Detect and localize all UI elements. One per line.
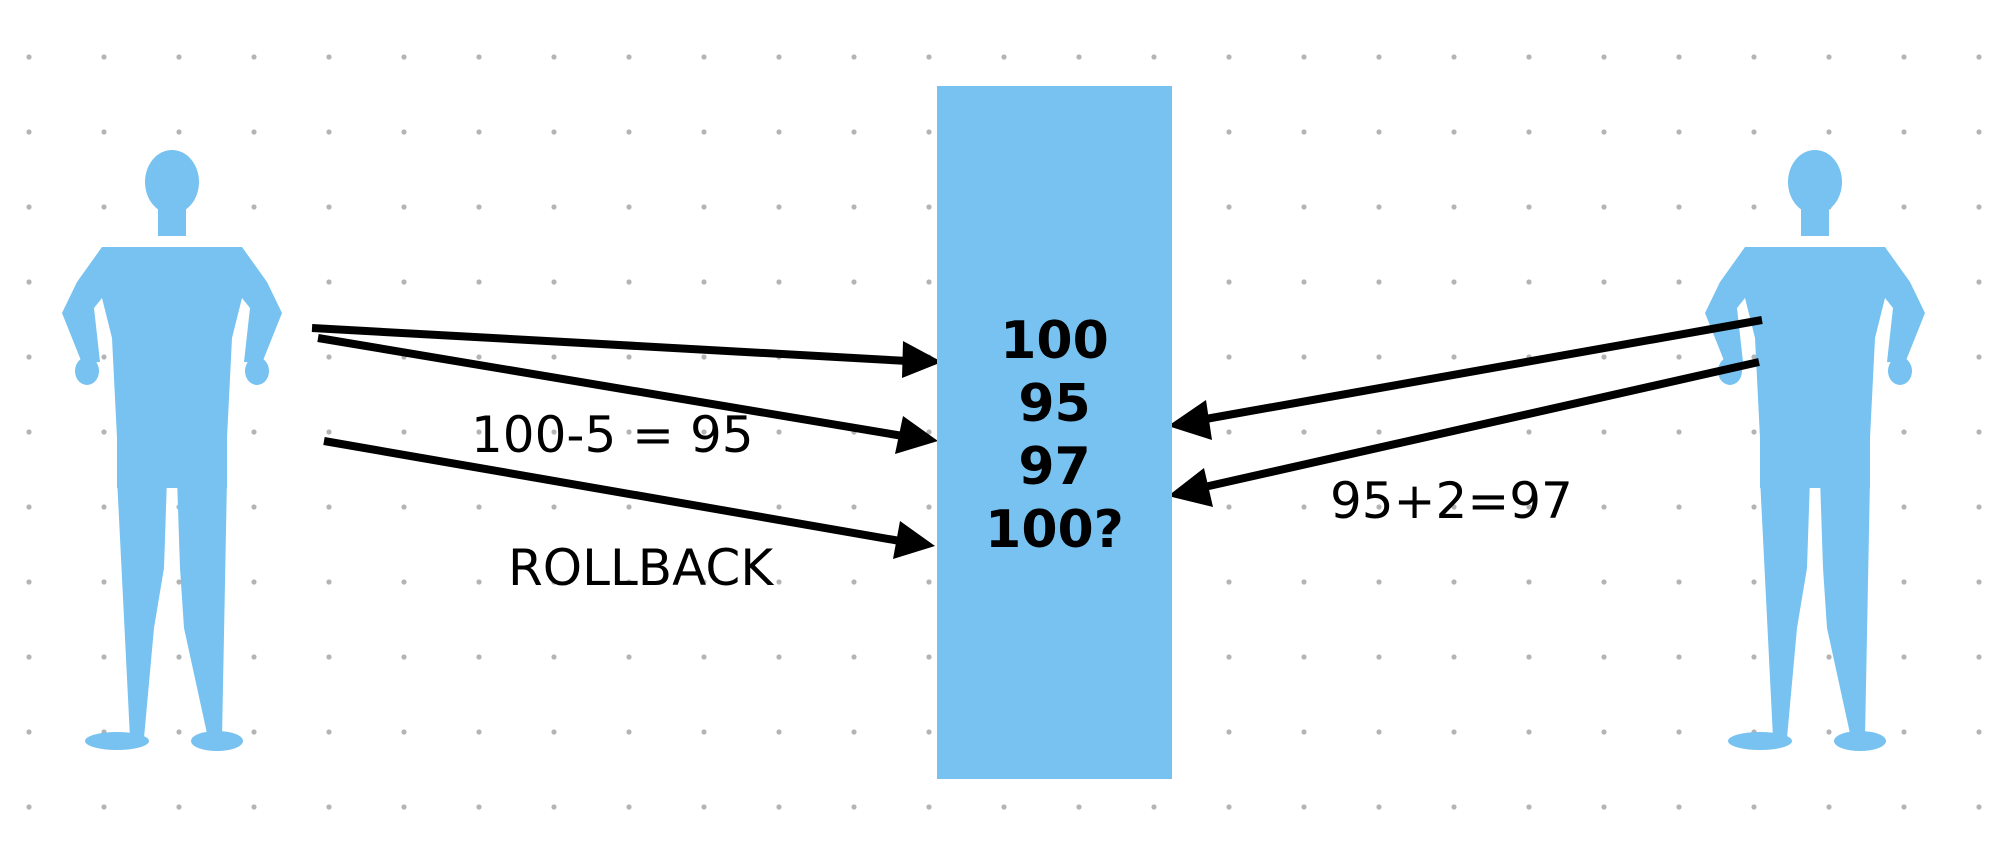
right-operation-label: 95+2=97 [1330, 472, 1573, 530]
shared-value-box [937, 86, 1172, 779]
value-after-withdraw: 95 [1018, 374, 1091, 434]
value-initial: 100 [1000, 311, 1109, 371]
value-after-rollback: 100? [985, 500, 1124, 560]
value-after-deposit: 97 [1018, 437, 1091, 497]
left-operation-label: 100-5 = 95 [471, 406, 754, 464]
value-history: 100 95 97 100? [937, 310, 1172, 562]
left-arrows [311, 324, 942, 559]
rollback-label: ROLLBACK [508, 539, 774, 597]
right-arrows [1168, 316, 1763, 507]
